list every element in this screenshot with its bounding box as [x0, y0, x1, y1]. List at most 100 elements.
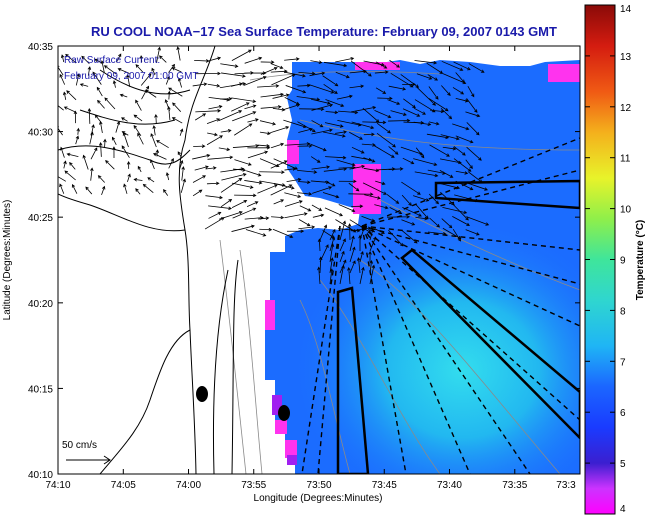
- current-vector: [270, 184, 293, 196]
- current-vector: [368, 250, 372, 263]
- current-vector: [205, 166, 217, 170]
- current-vector: [270, 126, 290, 134]
- current-vector: [192, 175, 207, 183]
- current-vector: [349, 84, 365, 89]
- current-vector: [208, 104, 223, 110]
- current-vector: [377, 96, 393, 101]
- current-vector: [137, 165, 142, 173]
- current-vector: [335, 71, 350, 79]
- current-vector: [387, 215, 411, 219]
- current-vector: [207, 132, 218, 137]
- current-vector: [284, 142, 311, 146]
- current-vector: [309, 71, 326, 77]
- plot-area: [58, 46, 580, 474]
- current-vector: [388, 118, 411, 123]
- current-vector: [137, 132, 144, 145]
- current-vector: [455, 135, 474, 144]
- current-vector: [308, 84, 335, 94]
- current-vector: [87, 66, 92, 76]
- current-vector: [234, 123, 253, 136]
- current-vector: [259, 170, 285, 175]
- current-vector: [402, 157, 415, 165]
- current-vector: [441, 60, 464, 71]
- current-vector: [347, 223, 352, 241]
- x-tick-label: 74:05: [111, 480, 136, 491]
- current-vector: [63, 160, 67, 169]
- current-vector: [350, 60, 372, 77]
- current-vector: [73, 110, 78, 124]
- radar-station-2: [278, 405, 290, 421]
- current-vector: [206, 181, 220, 186]
- current-vector: [401, 194, 412, 206]
- current-vector: [359, 266, 365, 285]
- current-vector: [454, 194, 480, 203]
- current-vector: [180, 178, 186, 193]
- current-vector: [311, 204, 323, 211]
- current-vector: [168, 87, 183, 97]
- current-vector: [387, 99, 401, 105]
- current-vector: [351, 204, 364, 209]
- current-vector: [349, 260, 356, 274]
- current-vector: [347, 266, 351, 285]
- current-vector: [339, 264, 345, 285]
- current-vector: [167, 90, 171, 100]
- current-vector: [247, 150, 269, 159]
- current-vector: [135, 188, 141, 195]
- current-vector: [413, 158, 438, 166]
- current-vector: [312, 186, 333, 194]
- current-vector: [440, 183, 461, 190]
- current-vector: [121, 145, 130, 158]
- current-vector: [376, 132, 396, 148]
- current-vector: [192, 82, 208, 87]
- survey-lines: [301, 137, 580, 474]
- current-vector: [282, 103, 301, 111]
- current-vector: [429, 217, 441, 228]
- current-vector: [322, 192, 340, 199]
- current-vector: [58, 176, 67, 182]
- current-vector: [388, 167, 404, 171]
- current-vector: [375, 87, 387, 94]
- y-axis-label: Latitude (Degrees:Minutes): [2, 200, 13, 321]
- current-vector: [369, 260, 374, 274]
- current-vector: [194, 165, 209, 171]
- current-vector: [428, 86, 439, 100]
- current-vector: [220, 177, 243, 193]
- current-vector: [428, 98, 449, 112]
- current-vector: [208, 211, 222, 219]
- current-vector: [179, 159, 184, 170]
- current-vector: [156, 46, 161, 63]
- current-vector: [369, 228, 375, 241]
- current-vector: [121, 117, 128, 122]
- current-vector: [429, 109, 445, 114]
- current-vector: [322, 131, 346, 138]
- current-vector: [144, 89, 157, 98]
- current-vector: [221, 172, 247, 181]
- current-vector: [329, 236, 336, 252]
- current-vector: [466, 98, 478, 113]
- current-vector: [374, 70, 389, 74]
- current-vector: [311, 165, 331, 170]
- current-vector: [231, 49, 252, 61]
- current-vector: [59, 183, 65, 194]
- current-vector: [329, 268, 334, 285]
- current-vector: [373, 145, 395, 158]
- scale-arrow: [66, 455, 111, 465]
- current-vector: [401, 230, 418, 244]
- current-vector: [351, 146, 365, 154]
- current-vector: [192, 189, 203, 197]
- current-vector: [115, 120, 121, 133]
- current-vector: [429, 144, 450, 157]
- current-vector: [89, 131, 94, 145]
- colorbar-tick-label: 10: [620, 205, 632, 216]
- current-vector: [363, 157, 376, 163]
- current-vector: [311, 128, 333, 135]
- x-axis-label: Longitude (Degrees:Minutes): [254, 493, 383, 504]
- current-vector: [325, 155, 347, 160]
- current-vector: [323, 61, 348, 68]
- current-vector: [349, 69, 367, 74]
- current-vector: [388, 146, 399, 155]
- current-vector: [348, 192, 374, 197]
- current-vector: [234, 193, 257, 198]
- current-vector: [82, 154, 89, 170]
- current-vector: [428, 121, 440, 126]
